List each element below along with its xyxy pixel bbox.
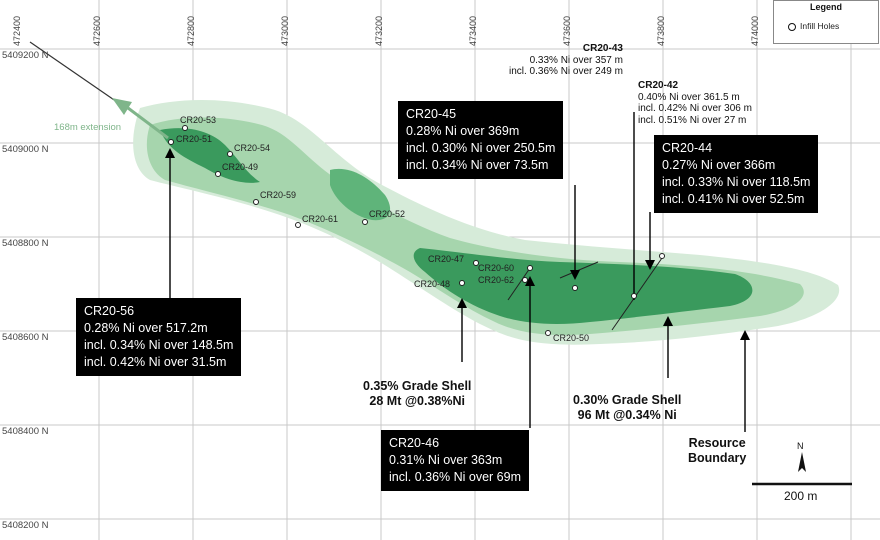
- y-tick-5409200: 5409200 N: [2, 50, 49, 61]
- callout-title: CR20-45: [406, 107, 457, 121]
- callout-line: incl. 0.36% Ni over 69m: [389, 470, 522, 484]
- x-tick-473600: 473600: [562, 15, 572, 46]
- grade-shell-035-east: [413, 248, 753, 324]
- x-tick-473200: 473200: [374, 15, 384, 46]
- callout-line: incl. 0.34% Ni over 148.5m: [84, 338, 234, 352]
- callout-line: 0.28% Ni over 517.2m: [84, 321, 208, 335]
- y-tick-5408200: 5408200 N: [2, 520, 49, 531]
- infill-hole-icon: [788, 22, 796, 31]
- callout-line: incl. 0.34% Ni over 73.5m: [406, 158, 549, 172]
- callout-title: CR20-46: [389, 436, 440, 450]
- hole-label-cr20-51: CR20-51: [176, 134, 213, 144]
- drill-trace-cr20-60: [507, 267, 531, 301]
- callout-line: 0.27% Ni over 366m: [662, 158, 776, 172]
- grade-shell-035-label: 0.35% Grade Shell 28 Mt @0.38%Ni: [363, 379, 471, 409]
- annotation-line: 0.40% Ni over 361.5 m: [638, 91, 740, 103]
- x-tick-474000: 474000: [750, 15, 760, 46]
- callout-line: 0.28% Ni over 369m: [406, 124, 520, 138]
- callout-line: incl. 0.41% Ni over 52.5m: [662, 192, 805, 206]
- grade-shell-030-tonnage: 96 Mt @0.34% Ni: [577, 408, 677, 422]
- x-tick-473800: 473800: [656, 15, 666, 46]
- resource-boundary-line2: Boundary: [688, 451, 747, 465]
- grade-shell-030-label: 0.30% Grade Shell 96 Mt @0.34% Ni: [573, 393, 681, 423]
- callout-line: 0.31% Ni over 363m: [389, 453, 503, 467]
- annotation-line: incl. 0.36% Ni over 249 m: [509, 66, 623, 77]
- hole-label-cr20-53: CR20-53: [180, 115, 217, 125]
- grade-shell-035-tonnage: 28 Mt @0.38%Ni: [369, 394, 465, 408]
- extension-arrow-shaft: [127, 106, 169, 140]
- infill-hole-markers: [168, 125, 665, 336]
- hole-label-cr20-50: CR20-50: [553, 333, 590, 343]
- y-tick-5409000: 5409000 N: [2, 144, 49, 155]
- hole-label-cr20-61: CR20-61: [302, 214, 339, 224]
- callout-cr20-44: CR20-44 0.27% Ni over 366m incl. 0.33% N…: [654, 135, 819, 213]
- y-tick-5408600: 5408600 N: [2, 332, 49, 343]
- x-tick-473400: 473400: [468, 15, 478, 46]
- x-tick-473000: 473000: [280, 15, 290, 46]
- grade-shell-035: [160, 128, 260, 183]
- annotation-line: 0.33% Ni over 357 m: [529, 54, 623, 66]
- callout-arrowheads: [165, 148, 750, 340]
- callout-cr20-45: CR20-45 0.28% Ni over 369m incl. 0.30% N…: [398, 101, 564, 179]
- annotation-title: CR20-43: [582, 43, 623, 54]
- hole-label-cr20-60: CR20-60: [478, 263, 515, 273]
- hole-label-cr20-54: CR20-54: [234, 143, 271, 153]
- legend-title: Legend: [809, 2, 842, 12]
- callout-cr20-46: CR20-46 0.31% Ni over 363m incl. 0.36% N…: [381, 430, 530, 491]
- y-tick-5408400: 5408400 N: [2, 426, 49, 437]
- hole-label-cr20-59: CR20-59: [260, 190, 297, 200]
- annotation-cr20-43: CR20-43 0.33% Ni over 357 m incl. 0.36% …: [509, 43, 623, 78]
- extension-arrow-head: [112, 98, 132, 115]
- hole-label-cr20-49: CR20-49: [222, 162, 259, 172]
- callout-title: CR20-44: [662, 141, 713, 155]
- annotation-title: CR20-42: [638, 80, 679, 91]
- annotation-cr20-42: CR20-42 0.40% Ni over 361.5 m incl. 0.42…: [638, 80, 752, 126]
- y-tick-5408800: 5408800 N: [2, 238, 49, 249]
- annotation-line: incl. 0.51% Ni over 27 m: [638, 114, 747, 126]
- map-legend: Legend Infill Holes: [773, 0, 879, 44]
- north-arrow-icon: [798, 452, 806, 472]
- hole-label-cr20-52: CR20-52: [369, 209, 406, 219]
- drill-trace-nw: [29, 41, 121, 105]
- callout-line: incl. 0.30% Ni over 250.5m: [406, 141, 556, 155]
- callout-leaders: [169, 112, 746, 432]
- callout-line: incl. 0.33% Ni over 118.5m: [662, 175, 811, 189]
- north-label: N: [797, 441, 804, 451]
- resource-boundary-label: Resource Boundary: [688, 436, 746, 466]
- hole-label-cr20-48: CR20-48: [414, 279, 451, 289]
- grade-shell-035-mid: [330, 168, 391, 221]
- legend-item-label: Infill Holes: [800, 21, 840, 31]
- legend-item-infill: Infill Holes: [788, 21, 839, 31]
- callout-cr20-56: CR20-56 0.28% Ni over 517.2m incl. 0.34%…: [76, 298, 242, 376]
- hole-label-cr20-47: CR20-47: [428, 254, 465, 264]
- callout-title: CR20-56: [84, 304, 135, 318]
- resource-boundary-line1: Resource: [688, 436, 746, 450]
- callout-line: incl. 0.42% Ni over 31.5m: [84, 355, 227, 369]
- grade-shell-030-name: 0.30% Grade Shell: [573, 393, 682, 407]
- grade-shell-035-name: 0.35% Grade Shell: [363, 379, 472, 393]
- scale-bar-label: 200 m: [784, 489, 818, 503]
- x-tick-472600: 472600: [92, 15, 102, 46]
- drill-trace-cr20-44: [611, 257, 663, 331]
- x-tick-472800: 472800: [186, 15, 196, 46]
- x-tick-472400: 472400: [12, 15, 22, 46]
- annotation-line: incl. 0.42% Ni over 306 m: [638, 103, 752, 114]
- hole-label-cr20-62: CR20-62: [478, 275, 515, 285]
- extension-label: 168m extension: [54, 122, 122, 133]
